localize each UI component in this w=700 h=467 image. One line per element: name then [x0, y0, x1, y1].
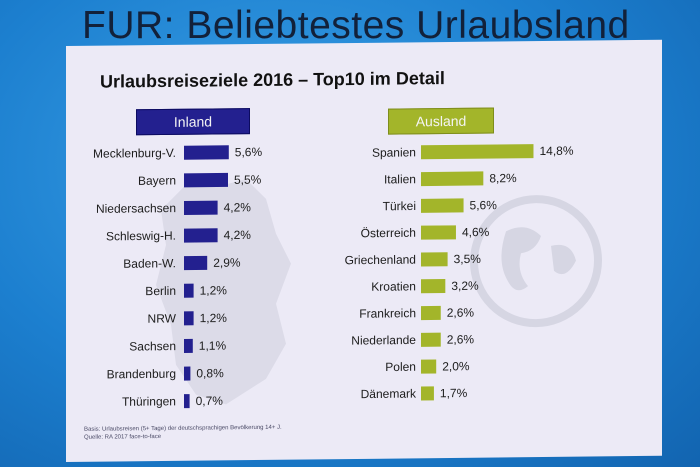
inland-value-label: 4,2%	[224, 200, 252, 214]
ausland-bar	[421, 225, 456, 240]
ausland-bar	[421, 171, 484, 187]
ausland-value-label: 2,0%	[442, 359, 470, 373]
slide-panel: Urlaubsreiseziele 2016 – Top10 im Detail…	[66, 39, 662, 462]
inland-value-label: 1,1%	[199, 339, 227, 353]
ausland-category-label: Frankreich	[359, 306, 416, 321]
inland-bar	[184, 172, 228, 188]
ausland-bar	[421, 386, 434, 401]
ausland-value-label: 3,5%	[454, 252, 482, 266]
ausland-value-label: 8,2%	[489, 171, 517, 185]
inland-category-label: Bayern	[138, 173, 176, 187]
ausland-bar	[421, 359, 437, 374]
slide-title: FUR: Beliebtestes Urlaubsland	[82, 4, 630, 47]
ausland-category-label: Österreich	[361, 226, 416, 241]
inland-category-label: Berlin	[145, 284, 176, 298]
ausland-category-label: Niederlande	[351, 333, 416, 348]
inland-bar	[184, 366, 191, 381]
ausland-bar	[421, 144, 534, 160]
inland-category-label: Mecklenburg-V.	[93, 146, 176, 161]
bar-charts: Mecklenburg-V. 5,6% Bayern 5,5% Niedersachse…	[93, 144, 574, 409]
inland-bar	[184, 145, 229, 160]
inland-bar	[184, 338, 193, 353]
ausland-category-label: Türkei	[383, 199, 416, 213]
ausland-value-label: 2,6%	[447, 306, 475, 320]
inland-bar	[184, 394, 190, 409]
inland-category-label: NRW	[148, 311, 177, 325]
ausland-value-label: 14,8%	[539, 144, 573, 158]
ausland-bar	[421, 332, 441, 347]
ausland-category-label: Kroatien	[371, 279, 416, 293]
ausland-bar	[421, 279, 446, 294]
inland-category-label: Schleswig-H.	[106, 229, 176, 244]
ausland-category-label: Polen	[385, 360, 416, 374]
ausland-value-label: 5,6%	[470, 198, 498, 212]
inland-value-label: 2,9%	[213, 256, 241, 270]
inland-bar	[184, 200, 218, 215]
ausland-category-label: Griechenland	[345, 253, 416, 268]
ausland-value-label: 3,2%	[451, 279, 479, 293]
inland-bar	[184, 228, 218, 243]
inland-bar	[184, 283, 194, 298]
source-note: Basis: Urlaubsreisen (5+ Tage) der deuts…	[84, 424, 282, 442]
globe-watermark	[470, 195, 602, 328]
inland-value-label: 1,2%	[200, 311, 228, 325]
ausland-category-label: Italien	[384, 172, 416, 186]
inland-value-label: 5,5%	[234, 173, 262, 187]
ausland-value-label: 2,6%	[447, 332, 475, 346]
inland-bar	[184, 255, 208, 271]
ausland-bar	[421, 198, 464, 213]
ausland-value-label: 1,7%	[440, 386, 468, 400]
inland-value-label: 5,6%	[235, 145, 263, 159]
ausland-category-label: Dänemark	[361, 387, 417, 402]
inland-category-label: Brandenburg	[107, 367, 176, 382]
inland-category-label: Baden-W.	[123, 256, 176, 271]
inland-value-label: 4,2%	[224, 228, 252, 242]
inland-category-label: Sachsen	[129, 339, 176, 353]
inland-value-label: 1,2%	[200, 283, 228, 297]
ausland-bar	[421, 252, 448, 267]
inland-category-label: Niedersachsen	[96, 201, 176, 216]
inland-value-label: 0,7%	[196, 394, 224, 408]
inland-value-label: 0,8%	[196, 366, 224, 380]
ausland-bar	[421, 305, 441, 321]
ausland-category-label: Spanien	[372, 145, 416, 159]
ausland-value-label: 4,6%	[462, 225, 490, 239]
inland-bar	[184, 311, 194, 326]
inland-category-label: Thüringen	[122, 394, 176, 409]
